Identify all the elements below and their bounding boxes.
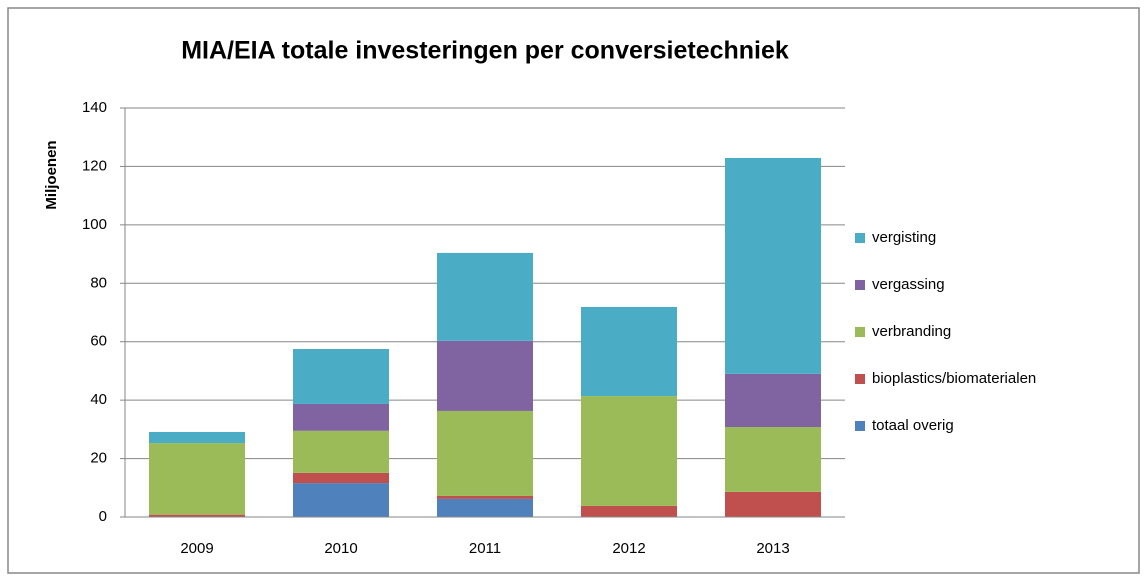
- bar-segment: [293, 349, 389, 404]
- bar-segment: [437, 495, 533, 499]
- bar-segment: [293, 483, 389, 517]
- y-tick-label: 120: [82, 157, 107, 174]
- chart-title: MIA/EIA totale investeringen per convers…: [181, 37, 789, 65]
- y-axis-label: Miljoenen: [43, 140, 60, 209]
- legend-label: vergisting: [872, 229, 936, 246]
- y-tick-label: 60: [90, 333, 107, 350]
- y-tick-label: 40: [90, 391, 107, 408]
- legend-label: verbranding: [872, 323, 951, 340]
- x-tick-label: 2010: [324, 540, 357, 557]
- bar-segment: [581, 396, 677, 506]
- bar-segment: [725, 427, 821, 492]
- bar-segment: [437, 340, 533, 411]
- legend-swatch: [855, 233, 865, 243]
- legend-swatch: [855, 374, 865, 384]
- legend-label: bioplastics/biomaterialen: [872, 370, 1036, 387]
- x-tick-label: 2012: [612, 540, 645, 557]
- x-tick-label: 2013: [756, 540, 789, 557]
- bar-segment: [725, 491, 821, 517]
- bar-segment: [149, 514, 245, 517]
- bar-segment: [293, 403, 389, 431]
- legend-swatch: [855, 280, 865, 290]
- bar-segment: [581, 306, 677, 397]
- y-tick-label: 0: [99, 508, 107, 525]
- bar-segment: [149, 443, 245, 515]
- bar-segment: [725, 373, 821, 428]
- bar-segment: [437, 252, 533, 341]
- bar-segment: [725, 157, 821, 374]
- y-tick-label: 100: [82, 216, 107, 233]
- x-tick-label: 2011: [469, 540, 501, 557]
- y-tick-label: 140: [82, 99, 107, 116]
- bar-segment: [437, 410, 533, 496]
- bar-segment: [293, 472, 389, 484]
- x-tick-label: 2009: [180, 540, 213, 557]
- bar-segment: [149, 431, 245, 444]
- legend-label: totaal overig: [872, 417, 954, 434]
- legend-swatch: [855, 327, 865, 337]
- bar-segment: [581, 505, 677, 517]
- bar-segment: [437, 498, 533, 517]
- y-tick-label: 20: [90, 450, 107, 467]
- legend-label: vergassing: [872, 276, 945, 293]
- bar-segment: [293, 430, 389, 473]
- y-tick-label: 80: [90, 274, 107, 291]
- legend-swatch: [855, 421, 865, 431]
